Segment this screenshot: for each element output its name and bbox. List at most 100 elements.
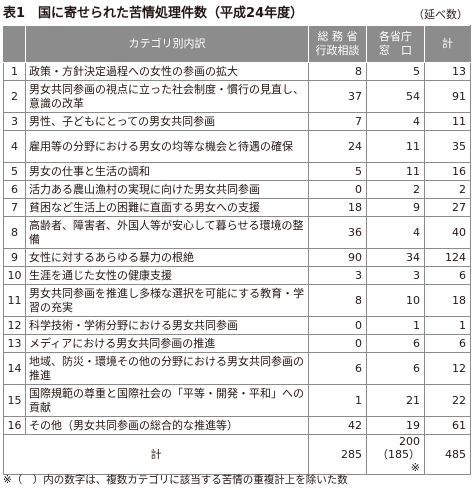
total-kakusho-value: 200 bbox=[399, 435, 420, 448]
row-total: 13 bbox=[424, 62, 471, 81]
row-category: 男女共同参画の視点に立った社会制度・慣行の見直し、意識の改革 bbox=[25, 80, 309, 113]
row-soumu: 0 bbox=[308, 180, 367, 199]
row-no: 13 bbox=[3, 334, 26, 353]
row-soumu: 5 bbox=[308, 162, 367, 181]
row-category: 生涯を通じた女性の健康支援 bbox=[25, 266, 309, 285]
row-kakusho: 11 bbox=[366, 162, 425, 181]
table-row: 7 貧困など生活上の困難に直面する男女への支援 18 9 27 bbox=[3, 198, 471, 217]
unit-label: （延べ数） bbox=[413, 8, 468, 21]
total-total: 485 bbox=[424, 434, 471, 475]
row-category: 活力ある農山漁村の実現に向けた男女共同参画 bbox=[25, 180, 309, 199]
table-row: 1 政策・方針決定過程への女性の参画の拡大 8 5 13 bbox=[3, 62, 471, 81]
row-kakusho: 5 bbox=[366, 62, 425, 81]
row-kakusho: 11 bbox=[366, 130, 425, 163]
row-soumu: 0 bbox=[308, 316, 367, 335]
row-no: 9 bbox=[3, 248, 26, 267]
row-total: 40 bbox=[424, 216, 471, 249]
row-category: 女性に対するあらゆる暴力の根絶 bbox=[25, 248, 309, 267]
table-row: 14 地域、防災・環境その他の分野における男女共同参画の推進 6 6 12 bbox=[3, 352, 471, 385]
row-total: 16 bbox=[424, 162, 471, 181]
row-category: その他（男女共同参画の総合的な推進等） bbox=[25, 416, 309, 435]
row-soumu: 90 bbox=[308, 248, 367, 267]
table-row: 15 国際規範の尊重と国際社会の「平等・開発・平和」への貢献 1 21 22 bbox=[3, 384, 471, 417]
header-soumu: 総 務 省 行政相談 bbox=[308, 25, 367, 63]
row-total: 91 bbox=[424, 80, 471, 113]
row-soumu: 7 bbox=[308, 112, 367, 131]
header-total: 計 bbox=[424, 25, 471, 63]
row-no: 7 bbox=[3, 198, 26, 217]
row-soumu: 37 bbox=[308, 80, 367, 113]
table-row: 6 活力ある農山漁村の実現に向けた男女共同参画 0 2 2 bbox=[3, 180, 471, 199]
row-no: 12 bbox=[3, 316, 26, 335]
row-soumu: 6 bbox=[308, 352, 367, 385]
row-kakusho: 2 bbox=[366, 180, 425, 199]
row-kakusho: 6 bbox=[366, 334, 425, 353]
row-kakusho: 4 bbox=[366, 112, 425, 131]
row-no: 8 bbox=[3, 216, 26, 249]
row-soumu: 3 bbox=[308, 266, 367, 285]
row-total: 22 bbox=[424, 384, 471, 417]
row-category: 国際規範の尊重と国際社会の「平等・開発・平和」への貢献 bbox=[25, 384, 309, 417]
total-soumu: 285 bbox=[308, 434, 367, 475]
row-kakusho: 19 bbox=[366, 416, 425, 435]
row-total: 124 bbox=[424, 248, 471, 267]
header-row-cells: カテゴリ別内訳 総 務 省 行政相談 各省庁 窓 口 計 bbox=[3, 25, 471, 63]
total-kakusho-dedup: （185）※ bbox=[377, 448, 420, 474]
row-soumu: 42 bbox=[308, 416, 367, 435]
footnote: ※（ ）内の数字は、複数カテゴリに該当する苦情の重複計上を除いた数 bbox=[3, 474, 348, 486]
row-kakusho: 6 bbox=[366, 352, 425, 385]
row-category: 地域、防災・環境その他の分野における男女共同参画の推進 bbox=[25, 352, 309, 385]
table-row: 9 女性に対するあらゆる暴力の根絶 90 34 124 bbox=[3, 248, 471, 267]
row-kakusho: 3 bbox=[366, 266, 425, 285]
row-kakusho: 4 bbox=[366, 216, 425, 249]
row-no: 10 bbox=[3, 266, 26, 285]
row-kakusho: 1 bbox=[366, 316, 425, 335]
row-category: 男女共同参画を推進し多様な選択を可能にする教育・学習の充実 bbox=[25, 284, 309, 317]
row-category: 政策・方針決定過程への女性の参画の拡大 bbox=[25, 62, 309, 81]
row-no: 2 bbox=[3, 80, 26, 113]
row-soumu: 36 bbox=[308, 216, 367, 249]
row-total: 27 bbox=[424, 198, 471, 217]
header-soumu-line1: 総 務 省 bbox=[317, 30, 358, 43]
row-total: 2 bbox=[424, 180, 471, 199]
row-category: 雇用等の分野における男女の均等な機会と待遇の確保 bbox=[25, 130, 309, 163]
row-total: 61 bbox=[424, 416, 471, 435]
header-soumu-line2: 行政相談 bbox=[315, 44, 360, 57]
row-no: 6 bbox=[3, 180, 26, 199]
row-soumu: 8 bbox=[308, 284, 367, 317]
row-kakusho: 54 bbox=[366, 80, 425, 113]
table-row: 12 科学技術・学術分野における男女共同参画 0 1 1 bbox=[3, 316, 471, 335]
row-kakusho: 9 bbox=[366, 198, 425, 217]
complaints-table: カテゴリ別内訳 総 務 省 行政相談 各省庁 窓 口 計 1 政策・方針決定過程… bbox=[3, 25, 471, 475]
row-category: 貧困など生活上の困難に直面する男女への支援 bbox=[25, 198, 309, 217]
total-label: 計 bbox=[3, 434, 309, 475]
row-total: 12 bbox=[424, 352, 471, 385]
row-no: 3 bbox=[3, 112, 26, 131]
row-no: 15 bbox=[3, 384, 26, 417]
row-category: 男女の仕事と生活の調和 bbox=[25, 162, 309, 181]
row-total: 18 bbox=[424, 284, 471, 317]
table-row: 4 雇用等の分野における男女の均等な機会と待遇の確保 24 11 35 bbox=[3, 130, 471, 163]
row-no: 5 bbox=[3, 162, 26, 181]
table-row: 13 メディアにおける男女共同参画の推進 0 6 6 bbox=[3, 334, 471, 353]
row-soumu: 24 bbox=[308, 130, 367, 163]
table-title: 表1 国に寄せられた苦情処理件数（平成24年度） bbox=[3, 6, 304, 21]
row-no: 11 bbox=[3, 284, 26, 317]
row-soumu: 18 bbox=[308, 198, 367, 217]
row-total: 11 bbox=[424, 112, 471, 131]
table-row: 2 男女共同参画の視点に立った社会制度・慣行の見直し、意識の改革 37 54 9… bbox=[3, 80, 471, 113]
table-row: 10 生涯を通じた女性の健康支援 3 3 6 bbox=[3, 266, 471, 285]
total-row: 計 285 200 （185）※ 485 bbox=[3, 434, 471, 475]
row-category: 男性、子どもにとっての男女共同参画 bbox=[25, 112, 309, 131]
header-kakusho-line2: 窓 口 bbox=[379, 44, 412, 57]
header-no bbox=[3, 25, 26, 63]
row-no: 1 bbox=[3, 62, 26, 81]
row-total: 35 bbox=[424, 130, 471, 163]
header-category: カテゴリ別内訳 bbox=[25, 25, 309, 63]
header-row: 表1 国に寄せられた苦情処理件数（平成24年度） （延べ数） bbox=[3, 2, 470, 26]
row-soumu: 0 bbox=[308, 334, 367, 353]
header-kakusho: 各省庁 窓 口 bbox=[366, 25, 425, 63]
row-no: 4 bbox=[3, 130, 26, 163]
table-row: 8 高齢者、障害者、外国人等が安心して暮らせる環境の整備 36 4 40 bbox=[3, 216, 471, 249]
